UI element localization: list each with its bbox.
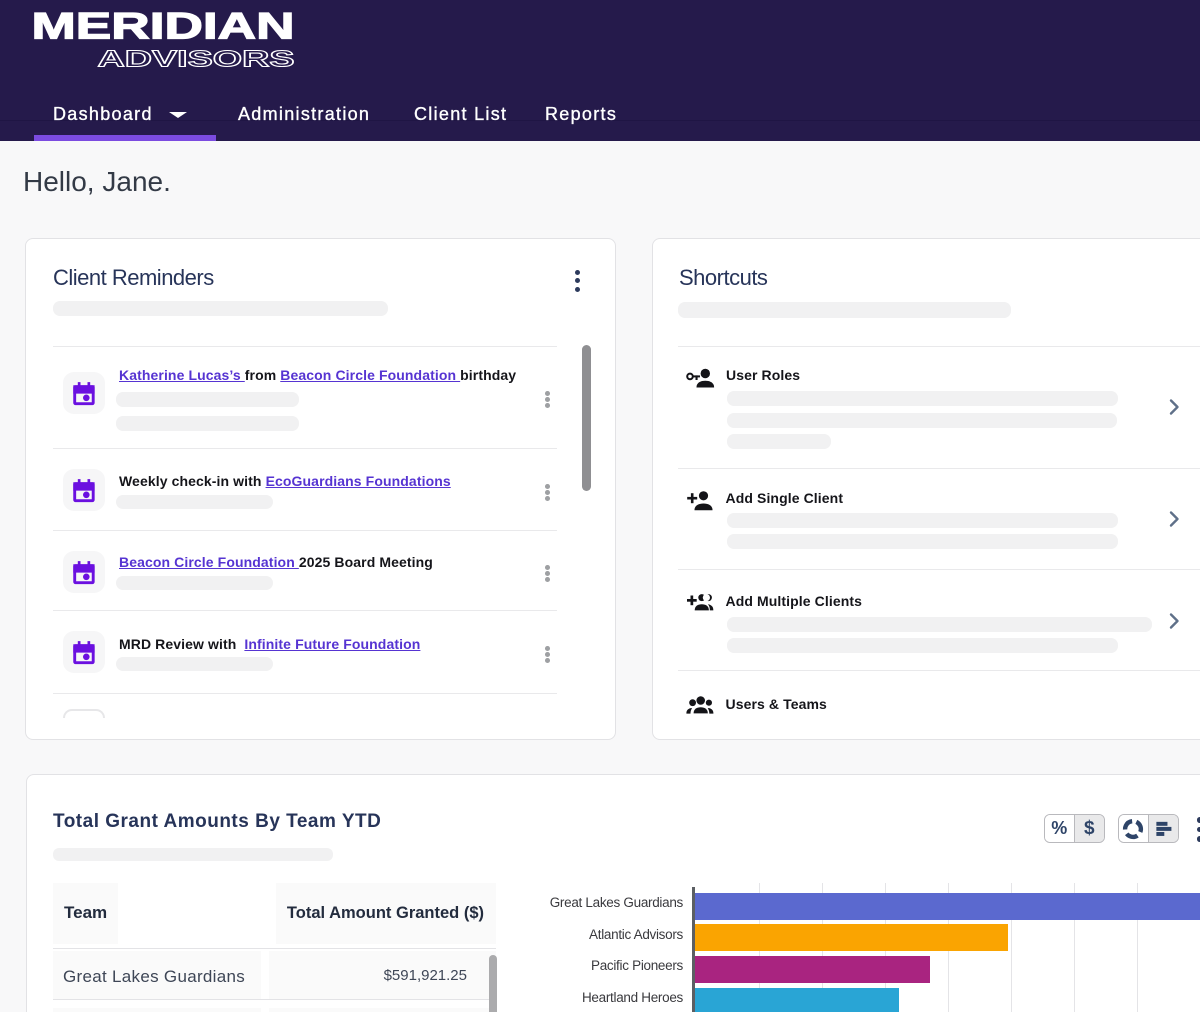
svg-text:MERIDIAN: MERIDIAN xyxy=(32,6,295,47)
svg-text:ADVISORS: ADVISORS xyxy=(98,46,295,72)
